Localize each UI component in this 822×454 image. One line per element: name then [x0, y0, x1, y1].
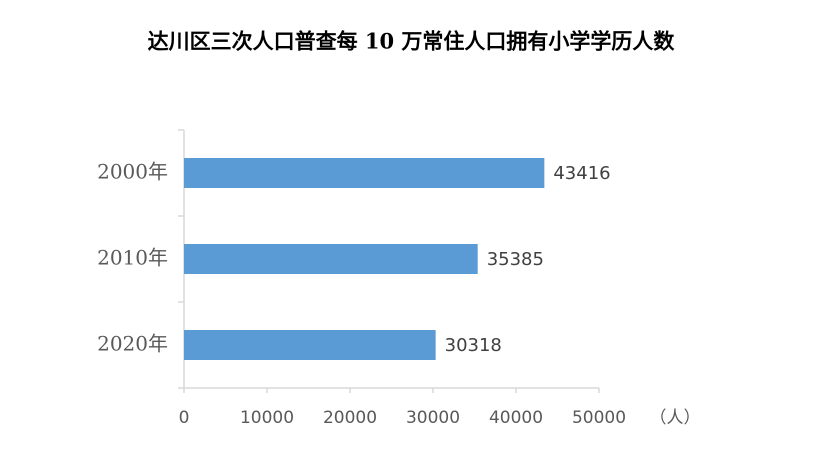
x-tick-label: 20000	[323, 408, 377, 428]
chart-title: 达川区三次人口普查每 10 万常住人口拥有小学学历人数	[148, 29, 676, 54]
x-axis-label: （人）	[650, 408, 701, 428]
value-label: 43416	[553, 163, 610, 184]
y-tick-label: 2020年	[97, 332, 168, 356]
x-tick-label: 50000	[572, 408, 626, 428]
bar	[184, 244, 478, 274]
x-tick-label: 30000	[406, 408, 460, 428]
x-tick-label: 10000	[240, 408, 294, 428]
y-tick-label: 2010年	[97, 246, 168, 270]
y-tick-label: 2000年	[97, 160, 168, 184]
bar	[184, 158, 545, 188]
x-tick-label: 0	[179, 408, 190, 428]
bar	[184, 330, 436, 360]
value-label: 30318	[445, 335, 502, 356]
x-tick-label: 40000	[489, 408, 543, 428]
value-label: 35385	[487, 249, 544, 270]
